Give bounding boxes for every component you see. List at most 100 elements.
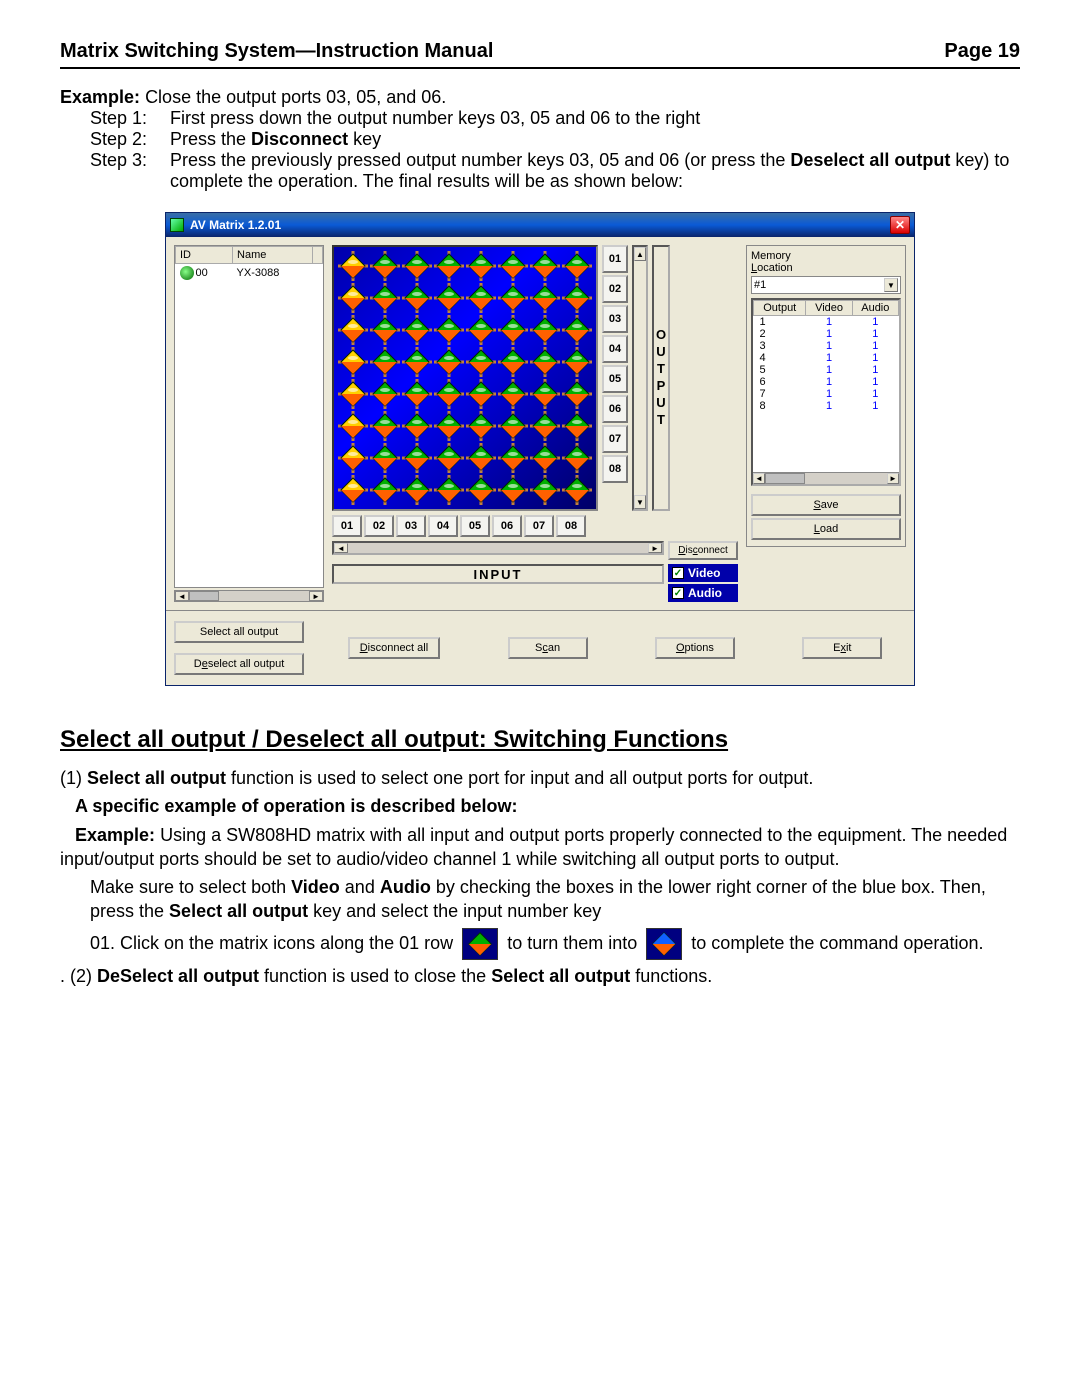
matrix-cell[interactable] (498, 251, 528, 281)
matrix-cell[interactable] (466, 283, 496, 313)
output-button[interactable]: 01 (602, 245, 628, 273)
matrix-cell[interactable] (370, 315, 400, 345)
scroll-left-icon[interactable]: ◄ (175, 591, 189, 601)
matrix-cell[interactable] (530, 443, 560, 473)
load-button[interactable]: Load (751, 518, 901, 540)
matrix-cell[interactable] (562, 251, 592, 281)
matrix-cell[interactable] (402, 475, 432, 505)
matrix-cell[interactable] (338, 411, 368, 441)
matrix-cell[interactable] (466, 475, 496, 505)
output-button[interactable]: 08 (602, 455, 628, 483)
device-list[interactable]: ID Name 00 YX-3088 (174, 245, 324, 588)
scan-button[interactable]: Scan (508, 637, 588, 659)
matrix-cell[interactable] (498, 283, 528, 313)
matrix-cell[interactable] (434, 283, 464, 313)
matrix-cell[interactable] (466, 347, 496, 377)
matrix-cell[interactable] (338, 315, 368, 345)
matrix-cell[interactable] (498, 443, 528, 473)
scroll-thumb[interactable] (189, 591, 219, 601)
matrix-cell[interactable] (338, 347, 368, 377)
matrix-cell[interactable] (434, 475, 464, 505)
matrix-cell[interactable] (562, 379, 592, 409)
video-checkbox[interactable]: ✓ Video (668, 564, 738, 582)
output-button[interactable]: 04 (602, 335, 628, 363)
matrix-cell[interactable] (370, 347, 400, 377)
matrix-cell[interactable] (402, 251, 432, 281)
matrix-cell[interactable] (562, 315, 592, 345)
matrix-cell[interactable] (530, 315, 560, 345)
matrix-cell[interactable] (434, 251, 464, 281)
input-button[interactable]: 06 (492, 515, 522, 537)
input-button[interactable]: 01 (332, 515, 362, 537)
matrix-cell[interactable] (338, 379, 368, 409)
disconnect-button[interactable]: Disconnect (668, 541, 738, 560)
mem-hscroll[interactable]: ◄ ► (753, 472, 899, 484)
matrix-cell[interactable] (402, 315, 432, 345)
matrix-cell[interactable] (434, 411, 464, 441)
input-button[interactable]: 02 (364, 515, 394, 537)
scroll-right-icon[interactable]: ► (887, 473, 899, 484)
output-button[interactable]: 03 (602, 305, 628, 333)
matrix-cell[interactable] (530, 379, 560, 409)
input-button[interactable]: 04 (428, 515, 458, 537)
select-all-output-button[interactable]: Select all output (174, 621, 304, 643)
matrix-cell[interactable] (402, 379, 432, 409)
deselect-all-output-button[interactable]: Deselect all output (174, 653, 304, 675)
scroll-left-icon[interactable]: ◄ (753, 473, 765, 484)
input-scroll[interactable]: ◄ ► (332, 541, 664, 555)
matrix-cell[interactable] (530, 411, 560, 441)
matrix-cell[interactable] (498, 315, 528, 345)
matrix-cell[interactable] (434, 347, 464, 377)
matrix-cell[interactable] (434, 379, 464, 409)
options-button[interactable]: Options (655, 637, 735, 659)
disconnect-all-button[interactable]: Disconnect all (348, 637, 441, 659)
matrix-cell[interactable] (466, 379, 496, 409)
input-button[interactable]: 08 (556, 515, 586, 537)
output-button[interactable]: 05 (602, 365, 628, 393)
matrix-cell[interactable] (562, 411, 592, 441)
save-button[interactable]: Save (751, 494, 901, 516)
scroll-right-icon[interactable]: ► (309, 591, 323, 601)
matrix-cell[interactable] (434, 315, 464, 345)
output-button[interactable]: 02 (602, 275, 628, 303)
matrix-cell[interactable] (562, 347, 592, 377)
matrix-cell[interactable] (530, 251, 560, 281)
matrix-cell[interactable] (466, 251, 496, 281)
matrix-cell[interactable] (370, 379, 400, 409)
matrix-cell[interactable] (434, 443, 464, 473)
matrix-cell[interactable] (498, 411, 528, 441)
location-select[interactable]: #1 ▼ (751, 276, 901, 294)
input-button[interactable]: 03 (396, 515, 426, 537)
output-scroll[interactable]: ▲ ▼ (632, 245, 648, 511)
matrix-cell[interactable] (402, 443, 432, 473)
matrix-cell[interactable] (498, 379, 528, 409)
matrix-cell[interactable] (370, 283, 400, 313)
matrix-cell[interactable] (338, 443, 368, 473)
matrix-cell[interactable] (530, 475, 560, 505)
output-button[interactable]: 06 (602, 395, 628, 423)
device-row[interactable]: 00 YX-3088 (176, 264, 323, 283)
matrix-cell[interactable] (402, 347, 432, 377)
exit-button[interactable]: Exit (802, 637, 882, 659)
scroll-down-icon[interactable]: ▼ (634, 495, 646, 509)
audio-checkbox[interactable]: ✓ Audio (668, 584, 738, 602)
scroll-right-icon[interactable]: ► (648, 543, 662, 553)
list-hscroll[interactable]: ◄ ► (174, 590, 324, 602)
matrix-cell[interactable] (370, 475, 400, 505)
output-button[interactable]: 07 (602, 425, 628, 453)
close-button[interactable]: ✕ (890, 216, 910, 234)
matrix-cell[interactable] (466, 315, 496, 345)
matrix-cell[interactable] (466, 411, 496, 441)
scroll-left-icon[interactable]: ◄ (334, 543, 348, 553)
scroll-thumb[interactable] (765, 473, 805, 484)
matrix-cell[interactable] (562, 283, 592, 313)
matrix-cell[interactable] (498, 475, 528, 505)
dropdown-icon[interactable]: ▼ (884, 278, 898, 292)
matrix-cell[interactable] (562, 443, 592, 473)
matrix-cell[interactable] (562, 475, 592, 505)
matrix-cell[interactable] (466, 443, 496, 473)
input-button[interactable]: 07 (524, 515, 554, 537)
matrix-cell[interactable] (530, 283, 560, 313)
matrix-cell[interactable] (338, 251, 368, 281)
matrix-cell[interactable] (338, 475, 368, 505)
